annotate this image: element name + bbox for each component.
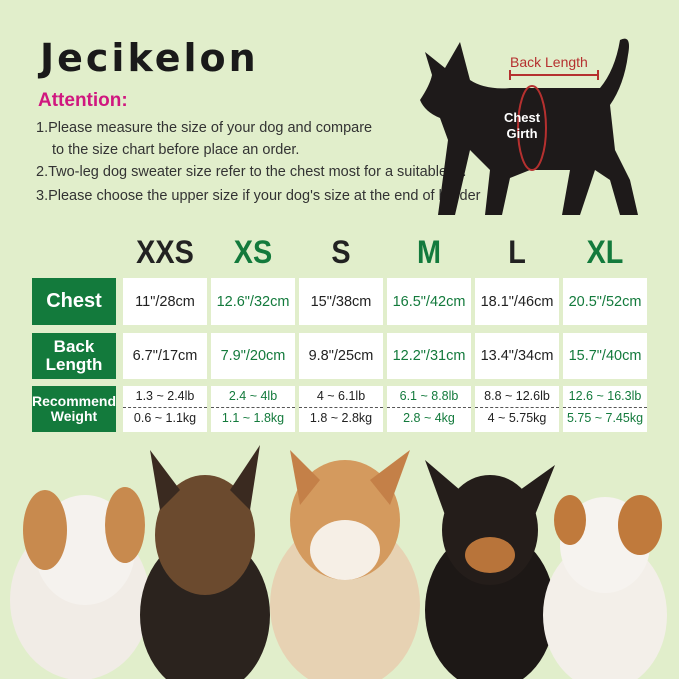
size-header-xl: XL xyxy=(586,234,624,270)
chest-cell: 16.5"/42cm xyxy=(387,278,471,325)
weight-lb: 6.1 ~ 8.8lb xyxy=(387,386,471,408)
weight-kg: 5.75 ~ 7.45kg xyxy=(566,411,644,425)
weight-cell: 6.1 ~ 8.8lb 2.8 ~ 4kg xyxy=(387,386,471,432)
weight-cell: 2.4 ~ 4lb 1.1 ~ 1.8kg xyxy=(211,386,295,432)
weight-lb: 8.8 ~ 12.6lb xyxy=(475,386,559,408)
back-length-label: Back Length xyxy=(510,54,588,70)
chest-label: Chest xyxy=(504,110,541,125)
weight-kg: 4 ~ 5.75kg xyxy=(487,411,547,425)
chest-cell: 15"/38cm xyxy=(299,278,383,325)
note-3: 3.Please choose the upper size if your d… xyxy=(36,188,481,204)
back-length-cell: 12.2"/31cm xyxy=(387,333,471,379)
chest-cell: 11"/28cm xyxy=(123,278,207,325)
size-header-xs: XS xyxy=(233,234,273,270)
dog-silhouette xyxy=(420,38,638,215)
label-line: Weight xyxy=(50,408,98,424)
back-length-cell: 15.7"/40cm xyxy=(563,333,647,379)
weight-lb: 2.4 ~ 4lb xyxy=(211,386,295,408)
chest-cell: 12.6"/32cm xyxy=(211,278,295,325)
back-length-cell: 13.4"/34cm xyxy=(475,333,559,379)
weight-lb: 12.6 ~ 16.3lb xyxy=(563,386,647,408)
row-label-back-length: Back Length xyxy=(32,333,116,379)
dog-silhouette-diagram: Back Length Chest Girth xyxy=(420,38,638,215)
chest-cell: 20.5"/52cm xyxy=(563,278,647,325)
row-label-chest: Chest xyxy=(32,278,116,325)
back-length-cell: 7.9"/20cm xyxy=(211,333,295,379)
weight-cell: 8.8 ~ 12.6lb 4 ~ 5.75kg xyxy=(475,386,559,432)
label-line: Back xyxy=(53,337,95,357)
attention-heading: Attention: xyxy=(38,90,128,111)
size-header-s: S xyxy=(331,234,351,270)
weight-cell: 1.3 ~ 2.4lb 0.6 ~ 1.1kg xyxy=(123,386,207,432)
weight-cell: 4 ~ 6.1lb 1.8 ~ 2.8kg xyxy=(299,386,383,432)
row-label-weight: Recommend Weight xyxy=(32,386,116,432)
weight-lb: 1.3 ~ 2.4lb xyxy=(123,386,207,408)
note-1: 1.Please measure the size of your dog an… xyxy=(36,120,373,136)
label-line: Recommend xyxy=(31,393,117,410)
note-1-cont: to the size chart before place an order. xyxy=(52,142,300,158)
weight-lb: 4 ~ 6.1lb xyxy=(299,386,383,408)
weight-cell: 12.6 ~ 16.3lb 5.75 ~ 7.45kg xyxy=(563,386,647,432)
weight-kg: 0.6 ~ 1.1kg xyxy=(133,411,197,425)
weight-kg: 1.1 ~ 1.8kg xyxy=(221,411,285,425)
back-length-cell: 6.7"/17cm xyxy=(123,333,207,379)
chest-cell: 18.1"/46cm xyxy=(475,278,559,325)
weight-kg: 1.8 ~ 2.8kg xyxy=(309,411,373,425)
size-header-m: M xyxy=(417,234,441,270)
size-header-xxs: XXS xyxy=(136,234,194,270)
back-length-cell: 9.8"/25cm xyxy=(299,333,383,379)
girth-label: Girth xyxy=(506,126,537,141)
dogs-photo xyxy=(10,445,667,679)
size-header-l: L xyxy=(508,234,526,270)
weight-kg: 2.8 ~ 4kg xyxy=(403,411,455,425)
label-line: Length xyxy=(45,355,103,374)
brand-title: Jecikelon xyxy=(40,36,259,80)
note-2: 2.Two-leg dog sweater size refer to the … xyxy=(36,164,467,180)
